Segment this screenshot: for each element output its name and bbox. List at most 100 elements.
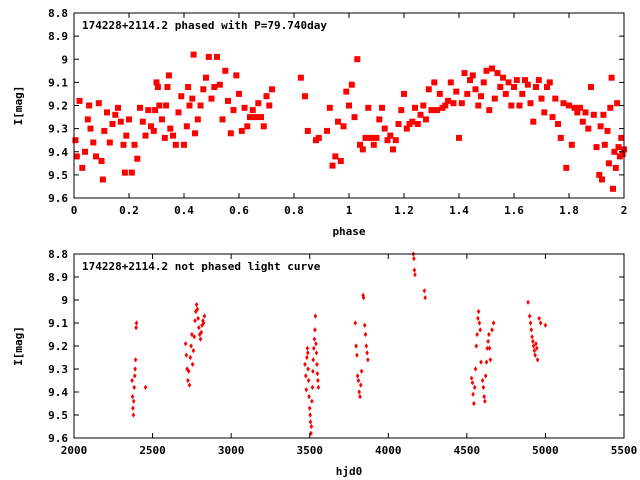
phased-data-point — [541, 109, 548, 116]
phased-x-tick-label: 2 — [621, 204, 628, 217]
phased-data-point — [153, 79, 160, 86]
phased-data-point — [566, 102, 572, 109]
phased-data-point — [186, 102, 193, 109]
phased-data-point — [249, 107, 256, 114]
phased-data-point — [134, 155, 141, 162]
phased-data-point — [600, 111, 607, 118]
phased-data-point — [513, 77, 520, 84]
unphased-data-point — [490, 327, 494, 333]
unphased-data-point — [195, 306, 200, 312]
phased-data-point — [610, 185, 616, 192]
phased-data-point — [614, 100, 621, 107]
phased-data-point — [121, 169, 128, 176]
phased-data-point — [163, 102, 170, 109]
unphased-data-point — [132, 384, 136, 390]
unphased-data-point — [481, 384, 486, 390]
phased-data-point — [154, 84, 161, 90]
unphased-data-point — [190, 361, 195, 367]
phased-data-point — [357, 141, 363, 148]
phased-data-point — [412, 104, 418, 111]
phased-data-point — [533, 84, 539, 90]
unphased-data-point — [191, 348, 196, 354]
unphased-data-point — [131, 412, 136, 418]
unphased-data-point — [485, 345, 490, 351]
phased-data-point — [99, 176, 106, 183]
phased-data-point — [112, 111, 119, 118]
phased-plot-frame — [73, 12, 625, 199]
unphased-data-point — [309, 430, 313, 436]
unphased-data-point — [306, 377, 311, 384]
phased-data-point — [152, 107, 159, 114]
phased-data-point — [423, 116, 429, 123]
unphased-data-point — [143, 384, 148, 390]
phased-data-point — [511, 84, 517, 90]
unphased-data-point — [359, 382, 363, 388]
phased-data-point — [128, 169, 135, 176]
unphased-data-point — [364, 343, 369, 349]
unphased-data-point — [486, 338, 490, 344]
unphased-data-point — [356, 377, 361, 384]
phased-data-point — [205, 53, 212, 60]
unphased-data-point — [423, 295, 427, 301]
unphased-data-point — [305, 354, 309, 361]
phased-data-point — [480, 79, 487, 86]
unphased-data-point — [194, 302, 199, 308]
unphased-data-point — [484, 359, 489, 365]
phased-x-tick-label: 0.4 — [174, 204, 194, 217]
phased-data-point — [326, 104, 333, 111]
phased-data-point — [354, 56, 361, 63]
unphased-data-point — [306, 350, 310, 356]
unphased-data-point — [314, 350, 319, 356]
phased-x-tick-label: 1.6 — [504, 204, 524, 217]
phased-x-tick-label: 0 — [71, 204, 78, 217]
unphased-data-point — [412, 256, 416, 262]
unphased-data-point — [535, 345, 539, 351]
unphased-data-point — [422, 288, 427, 294]
phased-x-tick-label: 1.2 — [394, 204, 414, 217]
phased-data-point — [497, 84, 504, 90]
phased-data-point — [72, 137, 79, 144]
unphased-data-point — [478, 327, 482, 333]
phased-data-point — [447, 79, 454, 86]
phased-data-point — [615, 144, 622, 151]
unphased-chart-title: 174228+2114.2 not phased light curve — [82, 260, 321, 273]
phased-data-point — [579, 118, 586, 125]
unphased-data-point — [186, 377, 190, 384]
unphased-data-point — [187, 382, 192, 388]
phased-data-point — [340, 123, 347, 130]
unphased-data-point — [199, 329, 204, 335]
unphased-data-point — [483, 398, 487, 404]
unphased-x-tick-label: 2000 — [61, 444, 88, 457]
phased-data-point — [236, 90, 242, 97]
unphased-data-point — [357, 389, 361, 395]
unphased-data-point — [530, 334, 534, 340]
phased-data-point — [337, 158, 344, 164]
phased-data-point — [546, 79, 553, 86]
phased-data-point — [126, 116, 132, 123]
phased-data-point — [420, 102, 427, 109]
phased-data-point — [453, 88, 460, 95]
unphased-data-point — [196, 315, 200, 321]
phased-data-point — [590, 111, 597, 118]
unphased-data-point — [472, 400, 476, 407]
phased-data-point — [618, 134, 625, 141]
phased-data-point — [469, 72, 476, 79]
unphased-data-point — [309, 423, 314, 430]
phased-data-point — [247, 114, 253, 121]
phased-data-point — [373, 134, 380, 141]
phased-data-point — [142, 132, 149, 139]
phased-data-point — [200, 86, 207, 93]
phased-data-point — [522, 77, 528, 84]
unphased-x-tick-label: 4000 — [375, 444, 402, 457]
phased-data-point — [588, 84, 594, 90]
phased-data-point — [120, 141, 127, 148]
unphased-data-point — [316, 377, 320, 384]
phased-data-point — [381, 125, 388, 132]
unphased-data-point — [312, 336, 317, 342]
unphased-axis-ticks: 2000 2500 3000 3500 4000 4500 5000 5500 8.8 8.9 9 9… — [48, 248, 637, 457]
unphased-x-axis-title: hjd0 — [336, 465, 363, 478]
unphased-data-point — [366, 357, 370, 363]
phased-data-point — [605, 160, 612, 167]
phased-data-point — [359, 146, 366, 153]
phased-data-point — [137, 104, 143, 111]
